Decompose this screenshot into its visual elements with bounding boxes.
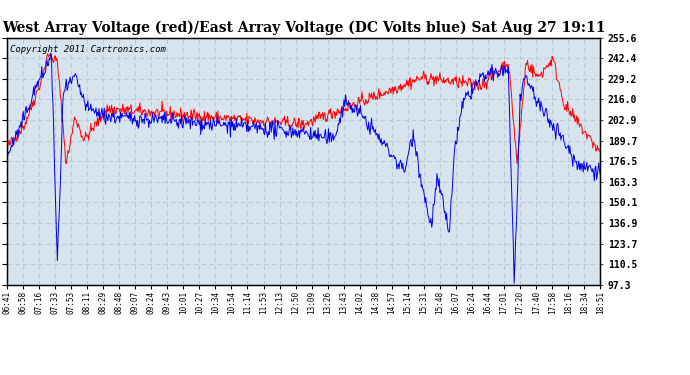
Title: West Array Voltage (red)/East Array Voltage (DC Volts blue) Sat Aug 27 19:11: West Array Voltage (red)/East Array Volt… [2,21,605,35]
Text: Copyright 2011 Cartronics.com: Copyright 2011 Cartronics.com [10,45,166,54]
